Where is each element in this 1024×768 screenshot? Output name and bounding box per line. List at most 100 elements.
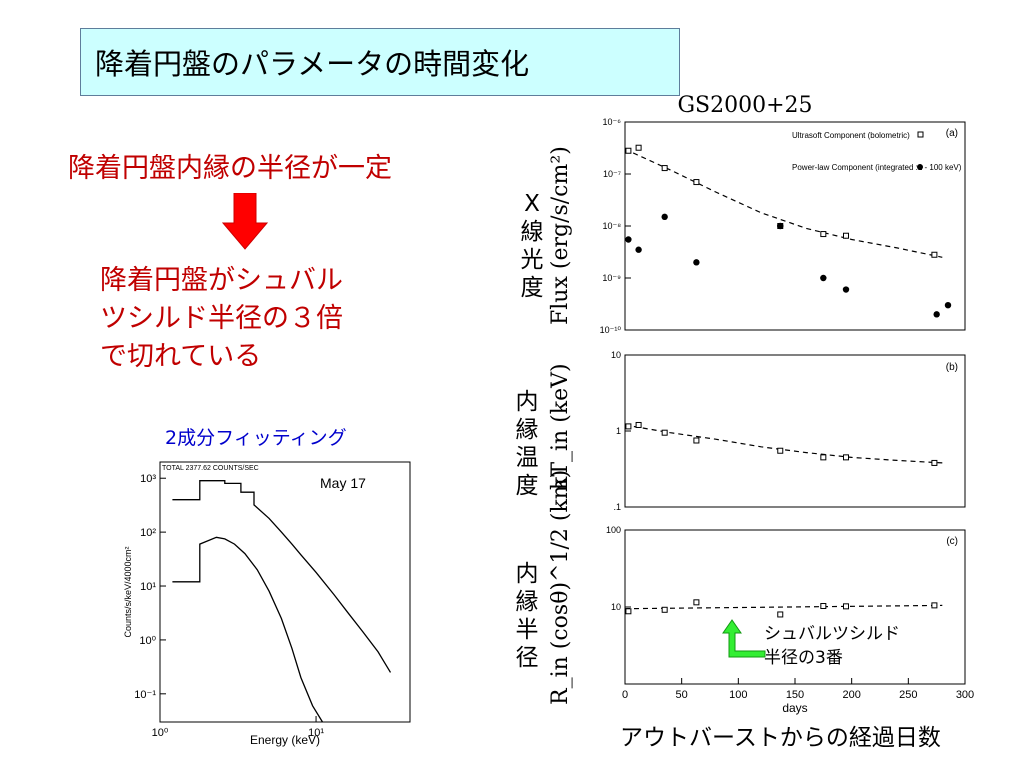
spectrum-ytick-label: 10¹ — [140, 581, 156, 593]
data-point-ultrasoft — [635, 421, 642, 428]
spectrum-series-1 — [172, 480, 392, 673]
days-xtick-label: 0 — [622, 689, 628, 701]
days-xtick-label: 150 — [786, 689, 804, 701]
data-point-ultrasoft — [693, 179, 700, 186]
spectrum-chart: TOTAL 2377.62 COUNTS/SEC May 17 10³ 10² 10… — [123, 461, 411, 747]
data-point-powerlaw — [933, 311, 940, 318]
spectrum-header: TOTAL 2377.62 COUNTS/SEC — [162, 465, 259, 472]
ylabel-char: 光 — [520, 247, 544, 273]
legend-ultrasoft: Ultrasoft Component (bolometric) — [792, 131, 910, 140]
panel-ytick-label: 10⁻⁶ — [603, 117, 622, 127]
data-point-ultrasoft — [777, 611, 784, 618]
spectrum-xtick-label: 10¹ — [308, 727, 324, 739]
statement-line: 降着円盤がシュバル — [100, 265, 343, 296]
days-xtick-label: 50 — [676, 689, 688, 701]
statement-line: ツシルド半径の３倍 — [100, 303, 343, 334]
ylabel-char: 度 — [520, 275, 544, 301]
spectrum-annotation: May 17 — [320, 475, 366, 491]
legend-powerlaw: Power-law Component (integrated :1 - 100… — [792, 163, 962, 172]
annotation-line: シュバルツシルド — [764, 624, 900, 644]
statement-line: で切れている — [100, 341, 262, 372]
spectrum-frame — [159, 461, 411, 723]
days-xtick-label: 100 — [729, 689, 747, 701]
title-box: 降着円盤のパラメータの時間変化 — [80, 28, 680, 96]
ylabel-char: 温 — [515, 445, 539, 471]
data-point-ultrasoft — [931, 602, 938, 609]
spectrum-ytick-label: 10⁻¹ — [134, 689, 156, 701]
radius-ylabel: R_in (cosθ)^1/2 (km) — [548, 469, 573, 705]
data-point-powerlaw — [777, 222, 784, 230]
fit-curve — [624, 148, 943, 258]
data-point-powerlaw — [625, 236, 632, 243]
data-point-ultrasoft — [843, 454, 849, 461]
ylabel-char: 縁 — [515, 589, 539, 615]
spectrum-ytick-label: 10³ — [140, 473, 156, 485]
spectrum-ylabel: Counts/s/keV/4000cm² — [123, 546, 133, 637]
data-point-ultrasoft — [625, 608, 632, 615]
panel-ytick-label: 10⁻⁸ — [602, 221, 621, 231]
panel-ytick-label: 10 — [611, 602, 621, 612]
panel-ytick-label: 10⁻⁷ — [603, 169, 621, 179]
data-point-powerlaw — [944, 301, 952, 309]
panel-ytick-label: 10⁻¹⁰ — [600, 325, 622, 335]
fit-curve — [624, 604, 943, 610]
ylabel-char: 度 — [515, 473, 539, 499]
legend-dot-marker — [917, 164, 923, 170]
data-point-powerlaw — [635, 246, 642, 253]
data-point-ultrasoft — [843, 232, 849, 239]
days-xtick-label: 250 — [899, 689, 917, 701]
parameter-evolution-chart: GS2000+25 (a) (b) (c) Ultrasoft Componen… — [600, 93, 975, 715]
data-point-ultrasoft — [820, 454, 827, 461]
spectrum-ytick-label: 10² — [140, 527, 156, 539]
panel-ytick-label: 10 — [611, 350, 621, 360]
annotation-line: 半径の3番 — [764, 648, 843, 668]
ylabel-char: X — [524, 191, 540, 217]
data-point-ultrasoft — [693, 437, 700, 444]
panel-a-label: (a) — [946, 128, 958, 139]
fit-title: 2成分フィッティング — [165, 427, 347, 449]
statement-constant-radius: 降着円盤内縁の半径が一定 — [68, 153, 392, 184]
down-arrow-icon — [222, 193, 268, 250]
statement-truncation: 降着円盤がシュバル ツシルド半径の３倍 で切れている — [100, 262, 343, 376]
panel-a-legend: Ultrasoft Component (bolometric) Power-l… — [792, 131, 962, 172]
data-point-ultrasoft — [693, 599, 700, 606]
panel-a-title: GS2000+25 — [677, 93, 812, 118]
data-point-ultrasoft — [625, 147, 632, 154]
data-point-ultrasoft — [777, 447, 784, 454]
temp-ylabel-jp: 内 縁 温 度 — [513, 388, 541, 500]
panel-ytick-label: .1 — [613, 502, 621, 512]
data-point-ultrasoft — [661, 165, 668, 172]
panel-c-label: (c) — [946, 536, 958, 547]
flux-ylabel-jp: X 線 光 度 — [518, 190, 546, 302]
ylabel-char: 径 — [515, 645, 539, 671]
days-xtick-label: 300 — [956, 689, 974, 701]
data-point-ultrasoft — [635, 144, 642, 151]
panel-b-label: (b) — [946, 362, 958, 373]
ylabel-char: 内 — [515, 389, 539, 415]
panel-ytick-label: 100 — [606, 525, 621, 535]
data-point-ultrasoft — [661, 429, 668, 436]
data-point-ultrasoft — [931, 251, 938, 258]
radius-ylabel-jp: 内 縁 半 径 — [513, 560, 541, 672]
slide-title: 降着円盤のパラメータの時間変化 — [95, 47, 530, 81]
data-point-powerlaw — [842, 286, 850, 293]
ylabel-char: 内 — [515, 561, 539, 587]
panel-ytick-label: 10⁻⁹ — [602, 273, 621, 283]
data-point-ultrasoft — [625, 423, 632, 430]
panel-ytick-label: 1 — [616, 426, 621, 436]
schwarzschild-annotation: シュバルツシルド 半径の3番 — [764, 622, 900, 670]
data-point-powerlaw — [693, 259, 700, 266]
ylabel-char: 線 — [520, 219, 544, 245]
data-point-ultrasoft — [931, 459, 938, 466]
spectrum-series-2 — [172, 536, 324, 723]
flux-ylabel: Flux (erg/s/cm²) — [548, 146, 573, 325]
data-point-ultrasoft — [820, 603, 827, 610]
ylabel-char: 縁 — [515, 417, 539, 443]
panel-a-frame — [624, 121, 966, 331]
days-xtick-label: 200 — [842, 689, 860, 701]
spectrum-ytick-label: 10⁰ — [139, 635, 156, 647]
green-arrow-icon — [722, 619, 766, 658]
data-point-ultrasoft — [820, 231, 827, 238]
data-point-powerlaw — [820, 274, 827, 282]
data-point-ultrasoft — [661, 606, 668, 613]
